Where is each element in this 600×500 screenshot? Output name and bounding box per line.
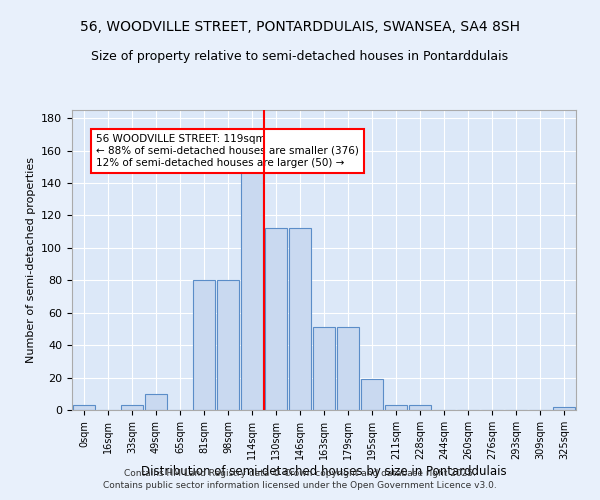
Bar — [145, 394, 167, 410]
Bar — [385, 405, 407, 410]
Bar — [241, 172, 263, 410]
Y-axis label: Number of semi-detached properties: Number of semi-detached properties — [26, 157, 35, 363]
Bar — [337, 328, 359, 410]
X-axis label: Distribution of semi-detached houses by size in Pontarddulais: Distribution of semi-detached houses by … — [141, 464, 507, 477]
Bar — [73, 405, 95, 410]
Bar — [289, 228, 311, 410]
Bar — [121, 405, 143, 410]
Text: Size of property relative to semi-detached houses in Pontarddulais: Size of property relative to semi-detach… — [91, 50, 509, 63]
Bar — [193, 280, 215, 410]
Bar — [361, 379, 383, 410]
Bar — [553, 407, 575, 410]
Text: 56, WOODVILLE STREET, PONTARDDULAIS, SWANSEA, SA4 8SH: 56, WOODVILLE STREET, PONTARDDULAIS, SWA… — [80, 20, 520, 34]
Bar — [313, 328, 335, 410]
Bar — [217, 280, 239, 410]
Bar — [409, 405, 431, 410]
Text: 56 WOODVILLE STREET: 119sqm
← 88% of semi-detached houses are smaller (376)
12% : 56 WOODVILLE STREET: 119sqm ← 88% of sem… — [96, 134, 359, 168]
Bar — [265, 228, 287, 410]
Text: Contains HM Land Registry data © Crown copyright and database right 2025.
Contai: Contains HM Land Registry data © Crown c… — [103, 468, 497, 490]
